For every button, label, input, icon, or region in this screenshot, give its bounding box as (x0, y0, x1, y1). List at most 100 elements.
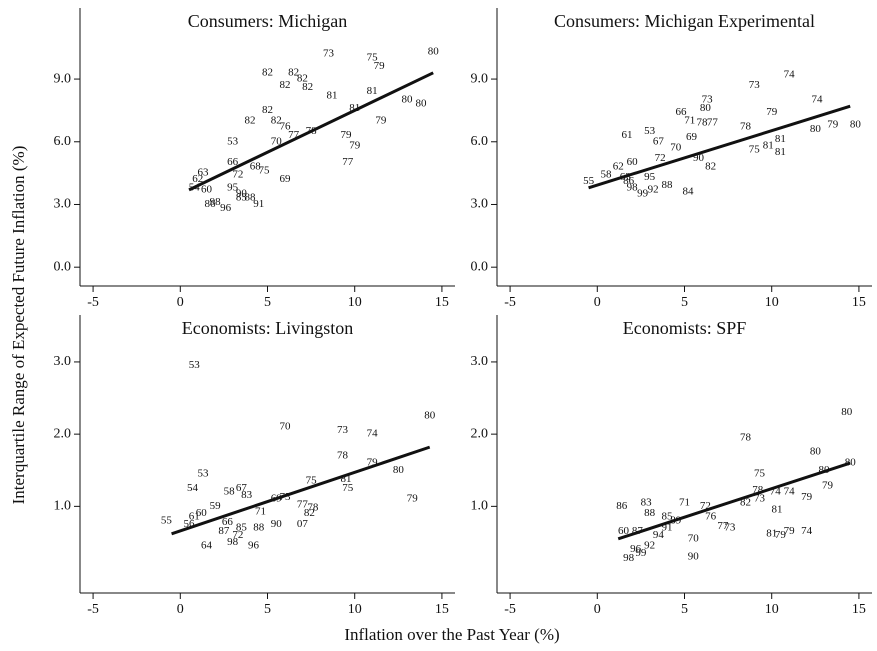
point-label: 78 (307, 501, 319, 513)
point-label: 72 (655, 152, 666, 164)
point-label: 90 (271, 518, 283, 530)
point-label: 79 (775, 529, 787, 541)
y-tick-label: 6.0 (471, 134, 489, 149)
point-label: 82 (271, 114, 282, 126)
point-label: 80 (428, 45, 440, 57)
point-label: 79 (801, 491, 813, 503)
point-label: 75 (367, 52, 379, 64)
point-label: 77 (717, 520, 729, 532)
point-label: 91 (662, 522, 673, 534)
point-label: 59 (210, 500, 222, 512)
fit-line (171, 445, 431, 536)
point-label: 99 (635, 547, 647, 559)
x-axis-label: Inflation over the Past Year (%) (344, 625, 559, 644)
point-label: 82 (245, 114, 256, 126)
point-label: 56 (184, 518, 196, 530)
point-label: 69 (686, 131, 698, 143)
point-label: 63 (197, 167, 209, 179)
point-label: 90 (688, 550, 700, 562)
point-label: 72 (700, 500, 711, 512)
point-label: 98 (227, 536, 239, 548)
point-label: 53 (189, 359, 201, 371)
panel-title: Consumers: Michigan (188, 11, 348, 31)
point-label: 70 (271, 135, 283, 147)
point-label: 79 (822, 480, 834, 492)
point-label: 77 (707, 116, 719, 128)
point-label: 81 (775, 146, 786, 158)
point-label: 92 (648, 183, 659, 195)
point-label: 86 (616, 500, 628, 512)
point-label: 60 (618, 525, 630, 537)
point-label: 74 (770, 485, 782, 497)
point-label: 80 (415, 98, 427, 110)
point-label: 71 (684, 114, 695, 126)
point-label: 74 (784, 485, 796, 497)
point-label: 61 (189, 511, 200, 523)
point-label: 73 (749, 79, 761, 91)
x-tick-label: 5 (681, 295, 688, 310)
panel-title: Economists: Livingston (182, 318, 354, 338)
point-label: 61 (621, 129, 632, 141)
x-tick-label: -5 (504, 602, 516, 617)
x-tick-label: 5 (264, 602, 271, 617)
x-tick-label: 0 (594, 602, 601, 617)
x-tick-label: 10 (348, 602, 362, 617)
point-label: 75 (342, 482, 354, 494)
point-label: 81 (771, 503, 782, 515)
point-label: 64 (201, 540, 213, 552)
point-label: 53 (197, 467, 209, 479)
point-label: 79 (827, 119, 839, 131)
point-label: 72 (232, 529, 243, 541)
point-label: 92 (644, 540, 655, 552)
point-label: 68 (250, 160, 262, 172)
point-label: 95 (644, 171, 656, 183)
point-label: 72 (232, 169, 243, 181)
x-tick-label: 0 (177, 295, 184, 310)
point-label: 82 (288, 66, 299, 78)
point-label: 88 (662, 179, 674, 191)
fit-line (617, 461, 851, 541)
fit-line (188, 71, 434, 192)
point-label: 78 (752, 484, 764, 496)
point-label: 79 (340, 129, 352, 141)
point-label: 80 (845, 457, 857, 469)
x-tick-label: 10 (765, 295, 779, 310)
panel-title: Consumers: Michigan Experimental (554, 11, 815, 31)
y-axis-label: Interquartile Range of Expected Future I… (9, 146, 28, 505)
y-tick-label: 1.0 (471, 499, 489, 514)
point-label: 82 (304, 507, 315, 519)
point-label: 60 (201, 183, 213, 195)
point-label: 79 (374, 60, 386, 72)
point-label: 80 (810, 446, 822, 458)
point-label: 74 (801, 525, 813, 537)
point-label: 77 (342, 156, 354, 168)
point-label: 75 (749, 144, 761, 156)
point-label: 96 (630, 543, 642, 555)
point-label: 81 (367, 85, 378, 97)
y-tick-label: 3.0 (471, 197, 489, 212)
point-label: 73 (754, 493, 766, 505)
y-tick-label: 2.0 (54, 426, 72, 441)
point-label: 86 (204, 198, 216, 210)
point-label: 83 (641, 496, 653, 508)
point-label: 53 (644, 125, 656, 137)
x-tick-label: 0 (177, 602, 184, 617)
point-label: 67 (653, 135, 665, 147)
point-label: 85 (236, 522, 248, 534)
y-tick-label: 9.0 (54, 71, 72, 86)
point-label: 85 (236, 192, 248, 204)
point-label: 77 (297, 498, 309, 510)
point-label: 78 (740, 431, 752, 443)
point-label: 84 (682, 185, 694, 197)
point-label: 87 (218, 525, 230, 537)
point-label: 81 (763, 139, 774, 151)
point-label: 66 (676, 106, 688, 118)
point-label: 79 (375, 114, 387, 126)
fit-line (588, 104, 851, 190)
point-label: 82 (297, 73, 308, 85)
point-label: 82 (262, 104, 273, 116)
x-tick-label: -5 (87, 602, 99, 617)
point-label: 83 (241, 489, 253, 501)
point-label: 80 (819, 464, 831, 476)
point-label: 71 (255, 506, 266, 518)
